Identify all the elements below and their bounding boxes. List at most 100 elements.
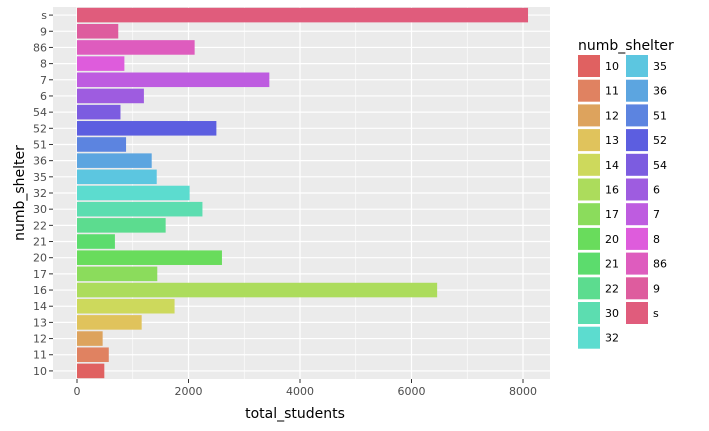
- x-tick-label: 0: [74, 385, 81, 398]
- x-tick-label: 2000: [175, 385, 203, 398]
- legend-label: 20: [605, 233, 619, 246]
- legend-label: 21: [605, 258, 619, 271]
- legend-swatch-22: [578, 277, 600, 300]
- bar-6: [77, 88, 144, 104]
- legend-swatch-51: [626, 104, 648, 127]
- legend-swatch-17: [578, 203, 600, 226]
- legend-swatch-54: [626, 153, 648, 176]
- legend-label: 51: [653, 109, 667, 122]
- legend-label: 13: [605, 134, 619, 147]
- y-tick-label: 54: [33, 106, 47, 119]
- y-tick-label: s: [41, 9, 47, 22]
- legend-label: 52: [653, 134, 667, 147]
- legend-swatch-86: [626, 252, 648, 275]
- bar-54: [77, 104, 121, 120]
- legend-swatch-10: [578, 55, 600, 77]
- legend-label: 32: [605, 332, 619, 345]
- legend-swatch-8: [626, 227, 648, 250]
- legend-label: s: [653, 307, 659, 320]
- legend-swatch-36: [626, 79, 648, 102]
- legend-swatch-32: [578, 326, 600, 349]
- legend-label: 14: [605, 159, 619, 172]
- bar-s: [77, 7, 529, 23]
- legend: numb_shelter 10 11 12 13 14 16 17 20 21 22 30 32 35 3…: [578, 38, 674, 349]
- y-tick-label: 51: [33, 138, 47, 151]
- y-tick-label: 32: [33, 187, 47, 200]
- bar-52: [77, 121, 217, 136]
- y-tick-label: 86: [33, 41, 47, 54]
- y-axis-ticks: 10 11 12 13 14 16 17 20 21 22 30 32 35 36 51 52 54 6 7 8 86 9…: [33, 9, 53, 378]
- legend-swatch-20: [578, 227, 600, 250]
- legend-label: 35: [653, 60, 667, 73]
- legend-swatch-13: [578, 129, 600, 152]
- y-tick-label: 12: [33, 333, 47, 346]
- y-tick-label: 14: [33, 300, 47, 313]
- y-tick-label: 9: [40, 25, 47, 38]
- y-tick-label: 21: [33, 236, 47, 249]
- y-tick-label: 16: [33, 284, 47, 297]
- bar-10: [77, 363, 105, 379]
- bar-51: [77, 137, 127, 152]
- bar-20: [77, 250, 222, 265]
- y-tick-label: 30: [33, 203, 47, 216]
- y-tick-label: 35: [33, 171, 47, 184]
- legend-swatch-14: [578, 153, 600, 176]
- bar-9: [77, 23, 119, 39]
- legend-label: 12: [605, 109, 619, 122]
- x-tick-label: 4000: [286, 385, 314, 398]
- legend-label: 8: [653, 233, 660, 246]
- legend-swatch-52: [626, 129, 648, 152]
- x-axis-ticks: 0 2000 4000 6000 8000: [74, 379, 537, 398]
- bars: [77, 7, 529, 379]
- bar-32: [77, 185, 190, 201]
- y-tick-label: 36: [33, 155, 47, 168]
- bar-36: [77, 153, 152, 168]
- bar-11: [77, 347, 109, 363]
- legend-swatch-30: [578, 302, 600, 324]
- legend-label: 16: [605, 184, 619, 197]
- legend-label: 36: [653, 85, 667, 98]
- y-tick-label: 52: [33, 122, 47, 135]
- legend-label: 7: [653, 208, 660, 221]
- bar-22: [77, 218, 166, 233]
- legend-label: 17: [605, 208, 619, 221]
- bar-30: [77, 201, 203, 217]
- y-tick-label: 7: [40, 74, 47, 87]
- legend-label: 30: [605, 307, 619, 320]
- y-tick-label: 22: [33, 219, 47, 232]
- bar-8: [77, 56, 125, 71]
- bar-21: [77, 234, 115, 249]
- legend-label: 9: [653, 282, 660, 295]
- bar-13: [77, 315, 142, 330]
- y-axis-title: numb_shelter: [12, 145, 28, 241]
- legend-swatch-6: [626, 178, 648, 201]
- y-tick-label: 8: [40, 58, 47, 71]
- legend-swatch-21: [578, 252, 600, 275]
- legend-swatch-12: [578, 104, 600, 127]
- bar-35: [77, 169, 157, 185]
- legend-swatch-s: [626, 302, 648, 324]
- legend-label: 10: [605, 60, 619, 73]
- legend-swatch-9: [626, 277, 648, 300]
- legend-swatch-16: [578, 178, 600, 201]
- legend-swatch-11: [578, 79, 600, 102]
- bar-12: [77, 331, 103, 346]
- bar-17: [77, 266, 158, 282]
- legend-swatch-35: [626, 55, 648, 77]
- bar-16: [77, 282, 438, 298]
- legend-label: 6: [653, 184, 660, 197]
- x-axis-title: total_students: [245, 406, 345, 422]
- x-tick-label: 8000: [509, 385, 537, 398]
- legend-label: 22: [605, 282, 619, 295]
- legend-label: 54: [653, 159, 667, 172]
- y-tick-label: 17: [33, 268, 47, 281]
- y-tick-label: 11: [33, 349, 47, 362]
- legend-label: 11: [605, 85, 619, 98]
- legend-swatch-7: [626, 203, 648, 226]
- y-tick-label: 6: [40, 90, 47, 103]
- x-tick-label: 6000: [398, 385, 426, 398]
- legend-title: numb_shelter: [578, 38, 674, 54]
- y-tick-label: 20: [33, 252, 47, 265]
- legend-label: 86: [653, 258, 667, 271]
